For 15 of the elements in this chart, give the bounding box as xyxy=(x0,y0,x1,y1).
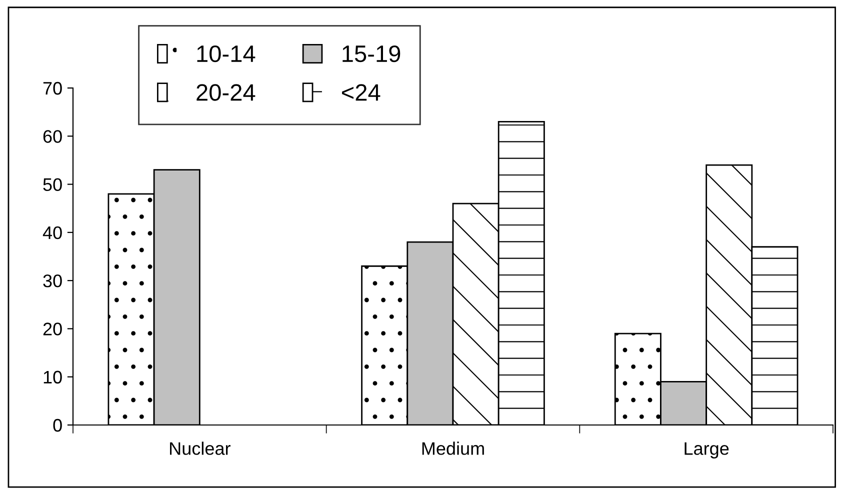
legend-label: 15-19 xyxy=(342,45,400,62)
y-tick-label: 40 xyxy=(42,226,62,240)
x-tick-label: Nuclear xyxy=(170,442,230,455)
legend-label: <24 xyxy=(342,84,380,101)
y-tick-label: 60 xyxy=(43,130,62,143)
y-tick-label: 0 xyxy=(53,418,62,432)
x-tick-label: Large xyxy=(684,442,729,458)
x-tick-label: Medium xyxy=(422,442,484,455)
legend-label: 20-24 xyxy=(196,84,256,101)
legend-label: 10-14 xyxy=(197,45,256,62)
y-tick-label: 70 xyxy=(43,82,62,95)
y-tick-label: 50 xyxy=(43,178,62,192)
y-tick-label: 10 xyxy=(44,370,62,384)
y-tick-label: 30 xyxy=(43,274,62,288)
y-tick-label: 20 xyxy=(43,322,62,336)
